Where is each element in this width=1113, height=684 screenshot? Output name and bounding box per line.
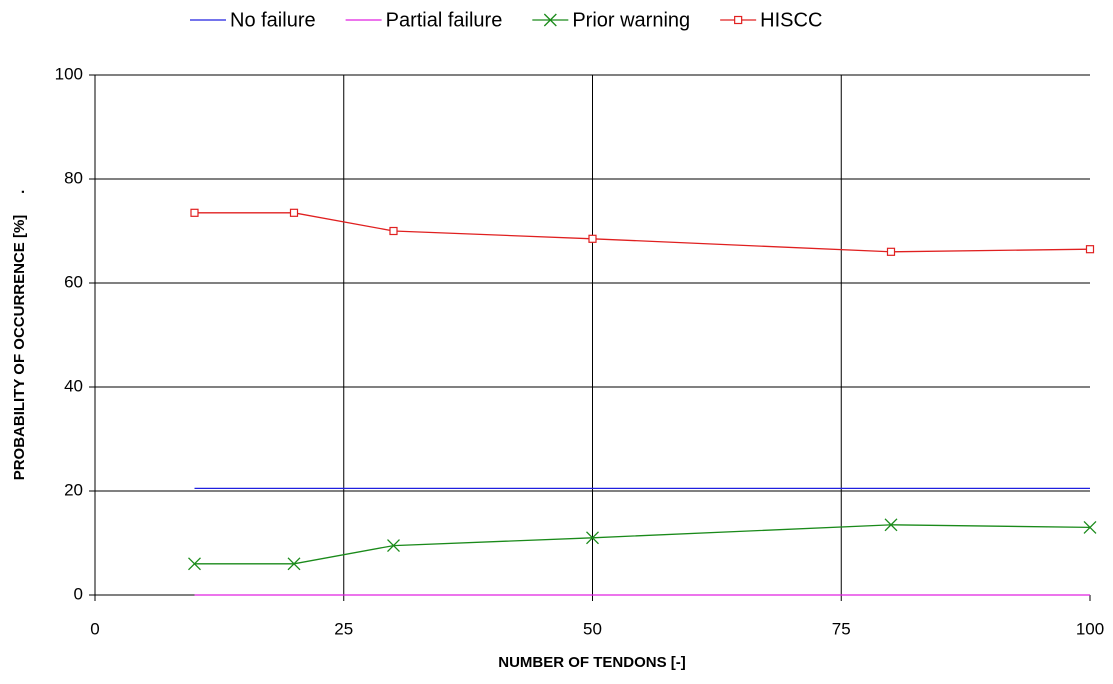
marker (1085, 245, 1095, 254)
y-tick-label: 80 (64, 168, 83, 187)
series-line (194, 212, 1091, 253)
marker (884, 518, 898, 532)
marker (886, 247, 896, 256)
x-tick-label: 100 (1076, 619, 1104, 638)
marker (387, 539, 400, 553)
series-line (194, 524, 1091, 565)
marker (734, 15, 743, 25)
x-tick-label: 25 (334, 619, 353, 638)
marker (586, 531, 599, 545)
legend-label: HISCC (760, 9, 822, 31)
y-tick-label: 20 (64, 480, 83, 499)
marker (389, 226, 398, 236)
x-tick-label: 50 (583, 619, 602, 638)
y-axis-label: PROBABILITY OF OCCURRENCE [%] . (11, 190, 28, 481)
y-tick-label: 100 (55, 64, 83, 83)
marker (543, 13, 557, 27)
y-tick-label: 40 (64, 376, 83, 395)
legend-label: Partial failure (386, 9, 503, 31)
marker (190, 208, 199, 217)
marker (287, 557, 301, 571)
marker (1083, 520, 1097, 534)
marker (289, 208, 299, 217)
y-tick-label: 60 (64, 272, 83, 291)
x-axis-label: NUMBER OF TENDONS [-] (498, 654, 686, 671)
y-tick-label: 0 (74, 584, 83, 603)
marker (588, 234, 597, 243)
legend-label: No failure (230, 9, 316, 31)
marker (188, 557, 201, 571)
legend-label: Prior warning (572, 9, 690, 31)
x-tick-label: 75 (832, 619, 851, 638)
x-tick-label: 0 (90, 619, 99, 638)
